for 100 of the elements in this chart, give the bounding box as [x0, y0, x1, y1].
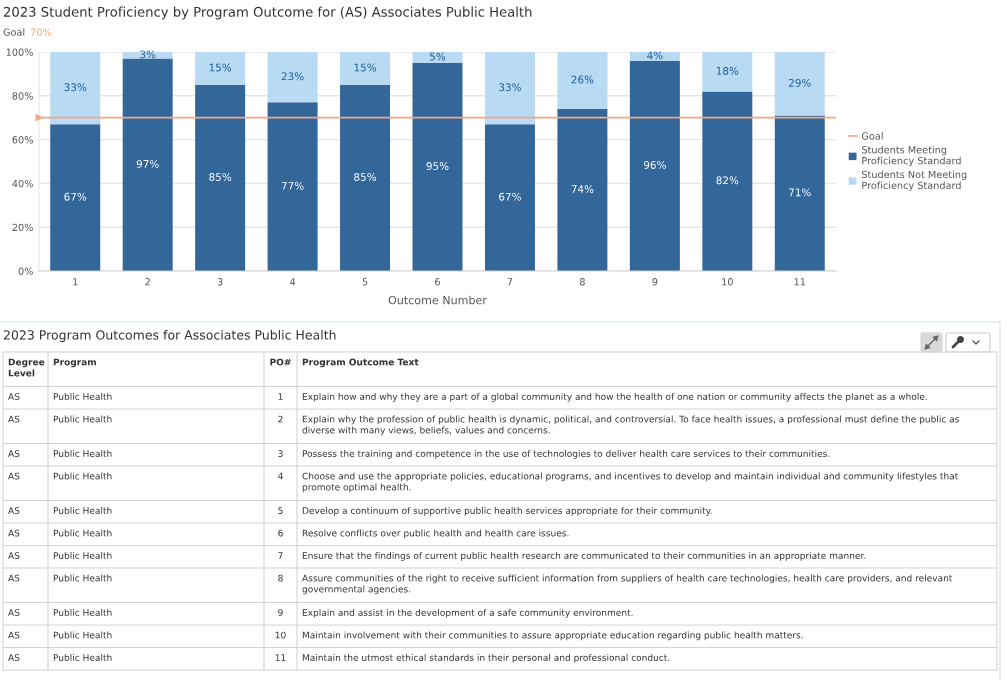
category-label: Program Outcome Text	[302, 358, 419, 368]
data-label: 15%	[354, 63, 377, 72]
text: AS	[8, 529, 20, 537]
text: Public Health	[53, 529, 112, 537]
bar	[340, 52, 391, 85]
y-tick-label: 100%	[6, 48, 33, 56]
bar	[629, 52, 680, 61]
x-tick-label: 1	[73, 278, 78, 286]
bar	[774, 115, 825, 271]
x-tick-label: 8	[579, 278, 585, 286]
text: 11	[275, 654, 286, 661]
x-axis-title: Outcome Number	[388, 295, 487, 305]
data-label: 77%	[281, 181, 304, 190]
x-tick-label: 7	[507, 278, 513, 286]
text: 8	[278, 574, 283, 582]
bar	[412, 62, 463, 271]
legend-label: Students Meeting Proficiency Standard	[862, 145, 961, 167]
text: Public Health	[53, 631, 112, 639]
bar	[267, 102, 318, 271]
data-label: 5%	[430, 52, 446, 61]
text: 2023 Program Outcomes for Associates Public Health	[3, 329, 336, 343]
text: 5	[278, 507, 283, 514]
bar	[702, 52, 753, 92]
y-tick-label: 20%	[12, 223, 33, 232]
data-label: 82%	[716, 176, 739, 185]
text: Public Health	[53, 450, 112, 457]
text: 70%	[30, 28, 52, 36]
text: Public Health	[53, 574, 112, 582]
text: Maintain the utmost ethical standards in their personal and professional conduct.	[302, 654, 670, 663]
text: Develop a continuum of supportive public health services appropriate for their community.	[302, 507, 712, 516]
data-label: 85%	[209, 173, 232, 181]
data-label: 67%	[499, 192, 521, 201]
text: 6	[278, 529, 283, 537]
data-label: 71%	[789, 188, 811, 197]
data-label: 4%	[647, 51, 663, 60]
x-tick-label: 9	[652, 278, 658, 286]
bar	[557, 108, 608, 271]
text: Public Health	[53, 507, 112, 514]
bar	[122, 58, 173, 271]
text: Explain how and why they are a part of a global community and how the health of one nation or community affects the planet as a whole.	[302, 393, 927, 402]
data-label: 96%	[643, 161, 666, 169]
bar	[484, 124, 535, 271]
bar	[557, 52, 608, 109]
bar	[50, 52, 101, 125]
text: Public Health	[53, 552, 112, 559]
bar	[195, 52, 246, 85]
text: Public Health	[53, 393, 112, 400]
data-label: 85%	[354, 173, 377, 181]
x-tick-label: 4	[289, 278, 296, 286]
x-tick-label: 10	[722, 278, 733, 286]
data-label: 97%	[136, 159, 159, 168]
bar	[195, 84, 246, 271]
text: AS	[8, 450, 20, 457]
text: 2	[278, 415, 283, 423]
data-label: 29%	[788, 78, 811, 87]
text: Assure communities of the right to receive sufficient information from suppliers of health care technologies, health care providers, and relevant governmental agencies.	[302, 574, 953, 595]
bar	[484, 52, 535, 125]
text: AS	[8, 393, 20, 400]
bar	[267, 52, 318, 103]
bar	[50, 124, 101, 271]
text: AS	[8, 654, 20, 661]
legend-label: Students Not Meeting Proficiency Standard	[862, 170, 967, 191]
text: AS	[8, 609, 20, 616]
data-label: 74%	[571, 185, 594, 193]
x-tick-label: 11	[794, 278, 806, 286]
text: Maintain involvement with their communities to assure appropriate education regarding public health matters.	[302, 631, 803, 641]
category-label: Program	[53, 358, 96, 368]
data-label: 33%	[64, 83, 87, 92]
text: Public Health	[53, 654, 112, 661]
bar	[340, 84, 391, 271]
data-label: 33%	[499, 83, 521, 92]
x-tick-label: 6	[435, 278, 440, 286]
text: AS	[8, 631, 20, 639]
data-label: 26%	[571, 75, 594, 84]
y-tick-label: 0%	[18, 267, 33, 275]
data-label: 15%	[209, 63, 232, 72]
data-label: 67%	[64, 192, 87, 201]
y-tick-label: 60%	[12, 136, 33, 144]
text: Explain why the profession of public health is dynamic, political, and controversial. To face health issues, a professional must define the public as diverse with many views, beliefs, values and concerns.	[302, 415, 959, 436]
text: Ensure that the findings of current public health research are communicated to their communities in an appropriate manner.	[302, 552, 866, 561]
chart-title: 2023 Student Proficiency by Program Outcome for (AS) Associates Public Health	[3, 6, 532, 20]
bar	[122, 52, 173, 59]
text: Public Health	[53, 609, 112, 616]
text: 9	[278, 609, 283, 616]
x-tick-label: 2	[145, 278, 150, 286]
text: Public Health	[53, 415, 112, 423]
text: Choose and use the appropriate policies, educational programs, and incentives to develop and maintain individual and community lifestyles that promote optimal health.	[302, 472, 959, 493]
text: AS	[8, 415, 20, 423]
text: 7	[278, 552, 283, 559]
bar	[702, 91, 753, 271]
y-tick-label: 40%	[12, 179, 33, 188]
legend-label: Goal	[861, 132, 883, 140]
text: Possess the training and competence in the use of technologies to deliver health care services to their communities.	[302, 450, 830, 459]
data-label: 3%	[140, 50, 156, 59]
text: 3	[278, 450, 283, 457]
data-label: 23%	[281, 72, 304, 81]
category-label: PO#	[270, 358, 291, 366]
bar	[629, 60, 680, 271]
x-tick-label: 5	[362, 278, 368, 286]
bar	[774, 52, 825, 116]
